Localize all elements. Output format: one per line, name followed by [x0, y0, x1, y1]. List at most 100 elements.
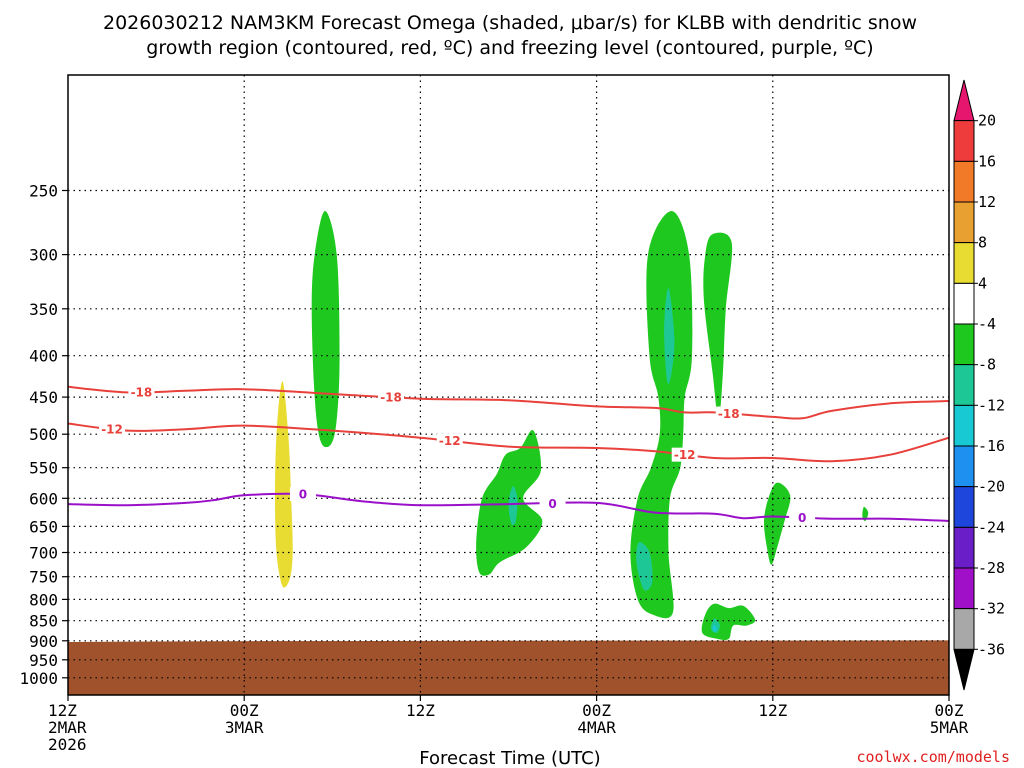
colorbar-swatch-11: [953, 526, 975, 569]
y-tick-label: 250: [29, 182, 58, 201]
contour-label: -18: [131, 386, 153, 400]
omega-region-11: [763, 482, 791, 565]
colorbar-label: -16: [978, 437, 1005, 455]
y-tick-label: 1000: [19, 669, 58, 688]
colorbar-swatch-1: [953, 120, 975, 162]
gridlines: [68, 75, 949, 695]
colorbar-label: 20: [978, 112, 996, 130]
x-tick-label: 2026: [48, 735, 87, 754]
colorbar-label: -24: [978, 518, 1005, 536]
contour-line: [68, 422, 949, 463]
contour-label-bg: [671, 447, 698, 462]
y-tick-label: 750: [29, 568, 58, 587]
contour-label: -12: [439, 434, 461, 448]
omega-region-0: [275, 381, 293, 588]
contour-label-bg: [715, 406, 742, 421]
colorbar-swatch-5: [953, 282, 975, 325]
colorbar-swatch-2: [953, 160, 975, 203]
colorbar-swatch-12: [953, 567, 975, 610]
x-axis-title: Forecast Time (UTC): [419, 748, 600, 768]
colorbar-label: -28: [978, 559, 1005, 577]
contour-label-bg: [436, 433, 463, 448]
colorbar-label: 16: [978, 152, 996, 170]
contour-0c: 0 0 0: [68, 487, 949, 525]
colorbar-swatch-0: [953, 79, 975, 122]
omega-region-5: [664, 288, 675, 385]
y-tick-label: 800: [29, 590, 58, 609]
omega-region-10: [712, 624, 717, 633]
y-tick-label: 350: [29, 300, 58, 319]
x-tick-label: 12Z: [48, 701, 77, 720]
credit-text: coolwx.com/models: [856, 748, 1010, 766]
contour-line: [68, 385, 949, 420]
colorbar-swatch-10: [953, 486, 975, 528]
contour-label-bg: [289, 487, 316, 502]
pressure-axis: 2503003504004505005506006507007508008509…: [19, 182, 68, 688]
colorbar-label: 8: [978, 234, 987, 252]
colorbar-swatch-4: [953, 242, 975, 284]
colorbar-label: -12: [978, 396, 1005, 414]
y-tick-label: 700: [29, 544, 58, 563]
x-tick-label: 00Z: [582, 701, 611, 720]
y-tick-label: 950: [29, 651, 58, 670]
y-tick-label: 850: [29, 612, 58, 631]
plot-frame: [67, 74, 950, 696]
colorbar-swatch-13: [953, 608, 975, 650]
contour-label-bg: [99, 421, 126, 436]
colorbar-label: 4: [978, 274, 987, 292]
colorbar-label: -32: [978, 600, 1005, 618]
contour-label: -12: [101, 422, 123, 436]
y-tick-label: 600: [29, 489, 58, 508]
colorbar-swatch-8: [953, 404, 975, 447]
y-tick-label: 500: [29, 425, 58, 444]
x-tick-label: 12Z: [406, 701, 435, 720]
title-line-1: 2026030212 NAM3KM Forecast Omega (shaded…: [103, 12, 917, 34]
contour-label-bg: [128, 385, 155, 400]
colorbar-swatch-9: [953, 445, 975, 488]
colorbar-label: -4: [978, 315, 996, 333]
omega-region-8: [701, 603, 756, 641]
plot-content: -18 -18 -18 -12 -12 -12 0 0 0: [68, 75, 949, 695]
omega-region-6: [636, 542, 653, 591]
y-tick-label: 900: [29, 632, 58, 651]
x-tick-label: 2MAR: [48, 718, 87, 737]
contour-label: 0: [798, 511, 806, 525]
contour-label-bg: [539, 496, 566, 511]
x-tick-label: 00Z: [935, 701, 964, 720]
title-line-2: growth region (contoured, red, ºC) and f…: [146, 37, 873, 59]
colorbar-label: 12: [978, 193, 996, 211]
y-tick-label: 300: [29, 246, 58, 265]
contour-label-bg: [378, 390, 405, 405]
omega-region-3: [508, 486, 518, 526]
colorbar-swatch-3: [953, 201, 975, 244]
omega-colorbar: 20 16 12 8 4 -4 -8 -12 -16 -20 -24 -28 -32 -36: [953, 79, 1005, 691]
y-tick-label: 400: [29, 347, 58, 366]
x-tick-label: 4MAR: [577, 718, 616, 737]
contour-minus18c: -18 -18 -18: [68, 385, 949, 421]
ground-fill: [68, 640, 949, 695]
chart-title: 2026030212 NAM3KM Forecast Omega (shaded…: [103, 12, 917, 59]
y-tick-label: 650: [29, 517, 58, 536]
contour-label: 0: [548, 497, 556, 511]
x-tick-label: 12Z: [758, 701, 787, 720]
colorbar-swatch-14: [953, 648, 975, 691]
contour-label-bg: [789, 510, 816, 525]
x-tick-label: 00Z: [230, 701, 259, 720]
contour-line: [68, 492, 949, 522]
plot-area: -18 -18 -18 -12 -12 -12 0 0 0: [67, 74, 950, 696]
y-tick-label: 450: [29, 388, 58, 407]
omega-region-1: [311, 211, 340, 448]
omega-region-12: [862, 506, 869, 522]
contour-label: -18: [380, 391, 402, 405]
x-tick-label: 3MAR: [225, 718, 264, 737]
contour-minus12c: -12 -12 -12: [68, 421, 949, 463]
colorbar-label: -20: [978, 478, 1005, 496]
colorbar-swatch-7: [953, 364, 975, 406]
omega-shading: [275, 211, 869, 641]
omega-region-4: [630, 211, 693, 619]
omega-region-7: [703, 232, 733, 420]
colorbar-swatch-6: [953, 323, 975, 366]
contours: -18 -18 -18 -12 -12 -12 0 0 0: [68, 385, 949, 525]
contour-label: -12: [674, 448, 696, 462]
